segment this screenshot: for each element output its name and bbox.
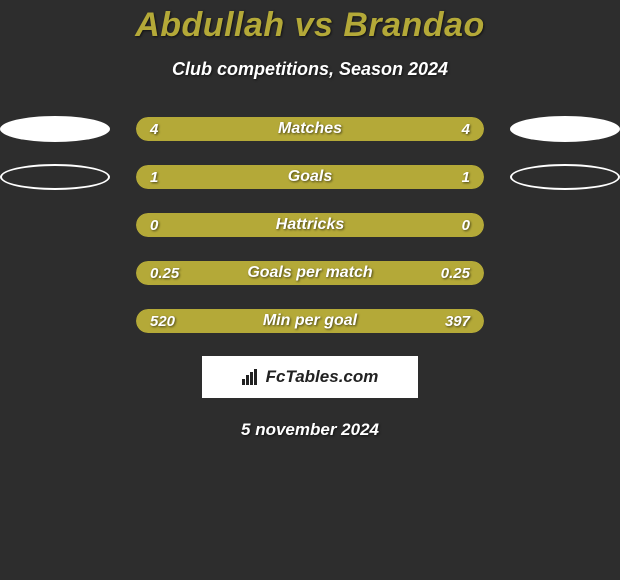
stat-row: 1 1 Goals (0, 164, 620, 190)
row-spacer (0, 212, 110, 238)
brand-text: FcTables.com (266, 367, 379, 387)
row-spacer (510, 212, 620, 238)
stat-row: 520 397 Min per goal (0, 308, 620, 334)
stat-label: Matches (278, 120, 342, 138)
stat-label: Goals per match (247, 264, 372, 282)
stat-bar: 4 4 Matches (136, 117, 484, 141)
row-spacer (0, 260, 110, 286)
stat-value-left: 1 (150, 169, 158, 186)
stat-value-left: 0.25 (150, 265, 179, 282)
date-text: 5 november 2024 (0, 420, 620, 440)
stat-value-right: 1 (462, 169, 470, 186)
stat-label: Min per goal (263, 312, 357, 330)
stat-bar: 1 1 Goals (136, 165, 484, 189)
stat-bar: 520 397 Min per goal (136, 309, 484, 333)
stat-bar: 0 0 Hattricks (136, 213, 484, 237)
stat-row: 0.25 0.25 Goals per match (0, 260, 620, 286)
stats-container: 4 4 Matches 1 1 Goals 0 0 Hattricks 0.25 0.25 Goals… (0, 116, 620, 334)
player-left-marker (0, 116, 110, 142)
stat-value-left: 520 (150, 313, 175, 330)
stat-row: 4 4 Matches (0, 116, 620, 142)
subtitle: Club competitions, Season 2024 (0, 59, 620, 80)
row-spacer (0, 308, 110, 334)
row-spacer (510, 308, 620, 334)
bar-chart-icon (242, 369, 260, 385)
stat-row: 0 0 Hattricks (0, 212, 620, 238)
player-right-marker (510, 116, 620, 142)
player-left-marker (0, 164, 110, 190)
stat-bar: 0.25 0.25 Goals per match (136, 261, 484, 285)
stat-label: Hattricks (276, 216, 344, 234)
stat-value-right: 4 (462, 121, 470, 138)
stat-label: Goals (288, 168, 332, 186)
page-title: Abdullah vs Brandao (0, 0, 620, 45)
stat-value-left: 0 (150, 217, 158, 234)
brand-badge: FcTables.com (202, 356, 418, 398)
stat-value-left: 4 (150, 121, 158, 138)
stat-value-right: 397 (445, 313, 470, 330)
stat-value-right: 0 (462, 217, 470, 234)
row-spacer (510, 260, 620, 286)
stat-value-right: 0.25 (441, 265, 470, 282)
player-right-marker (510, 164, 620, 190)
